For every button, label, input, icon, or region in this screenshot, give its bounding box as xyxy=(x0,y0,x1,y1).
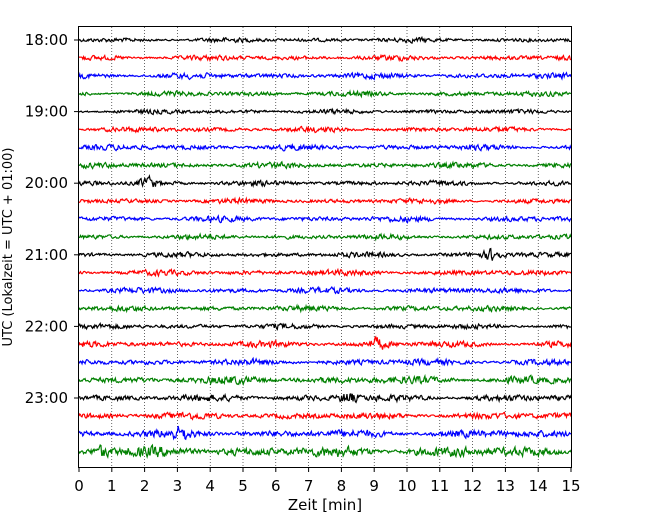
x-tick-label: 9 xyxy=(369,477,379,495)
trace-line xyxy=(78,411,572,421)
y-tick-label: 20:00 xyxy=(25,174,68,192)
trace-line xyxy=(78,53,572,63)
trace-line xyxy=(78,392,572,404)
y-axis-label: UTC (Lokalzeit = UTC + 01:00) xyxy=(1,148,16,347)
trace-line xyxy=(78,214,572,224)
trace-line xyxy=(78,356,572,367)
trace-line xyxy=(78,196,572,205)
x-tick-label: 3 xyxy=(173,477,183,495)
y-axis-ticks: 18:00 19:00 20:00 21:00 22:00 23:00 xyxy=(25,31,79,407)
trace-line xyxy=(78,173,572,189)
x-axis-label: Zeit [min] xyxy=(288,496,362,514)
trace-line xyxy=(78,142,572,152)
trace-line xyxy=(78,373,572,386)
y-tick-label: 23:00 xyxy=(25,389,68,407)
x-tick-label: 13 xyxy=(496,477,515,495)
x-tick-label: 6 xyxy=(271,477,281,495)
trace-line xyxy=(78,89,572,99)
plot-frame xyxy=(78,26,572,468)
x-tick-label: 1 xyxy=(107,477,117,495)
x-tick-label: 2 xyxy=(140,477,150,495)
trace-line xyxy=(78,35,572,44)
x-tick-label: 4 xyxy=(205,477,215,495)
y-tick-label: 22:00 xyxy=(25,317,68,335)
trace-line xyxy=(78,285,571,295)
seismic-traces xyxy=(78,35,572,460)
x-tick-label: 15 xyxy=(561,477,580,495)
x-tick-label: 5 xyxy=(238,477,248,495)
trace-line xyxy=(78,321,572,331)
trace-line xyxy=(78,267,572,278)
trace-line xyxy=(78,303,572,314)
trace-line xyxy=(78,160,572,170)
trace-line xyxy=(78,232,572,242)
x-tick-label: 7 xyxy=(304,477,314,495)
y-tick-label: 21:00 xyxy=(25,246,68,264)
x-tick-label: 14 xyxy=(529,477,548,495)
trace-line xyxy=(78,247,572,261)
trace-line xyxy=(78,425,572,441)
x-tick-label: 11 xyxy=(430,477,449,495)
x-axis-ticks: 0 1 2 3 4 5 6 7 8 9 10 11 12 13 14 15 xyxy=(74,467,581,495)
x-tick-label: 8 xyxy=(337,477,347,495)
trace-line xyxy=(78,107,572,116)
trace-line xyxy=(78,443,572,460)
trace-line xyxy=(78,335,572,350)
trace-line xyxy=(78,125,572,134)
grid-lines xyxy=(111,27,539,467)
y-tick-label: 19:00 xyxy=(25,103,68,121)
y-tick-label: 18:00 xyxy=(25,31,68,49)
x-tick-label: 10 xyxy=(397,477,416,495)
x-tick-label: 12 xyxy=(463,477,482,495)
trace-line xyxy=(78,71,572,81)
x-tick-label: 0 xyxy=(74,477,84,495)
